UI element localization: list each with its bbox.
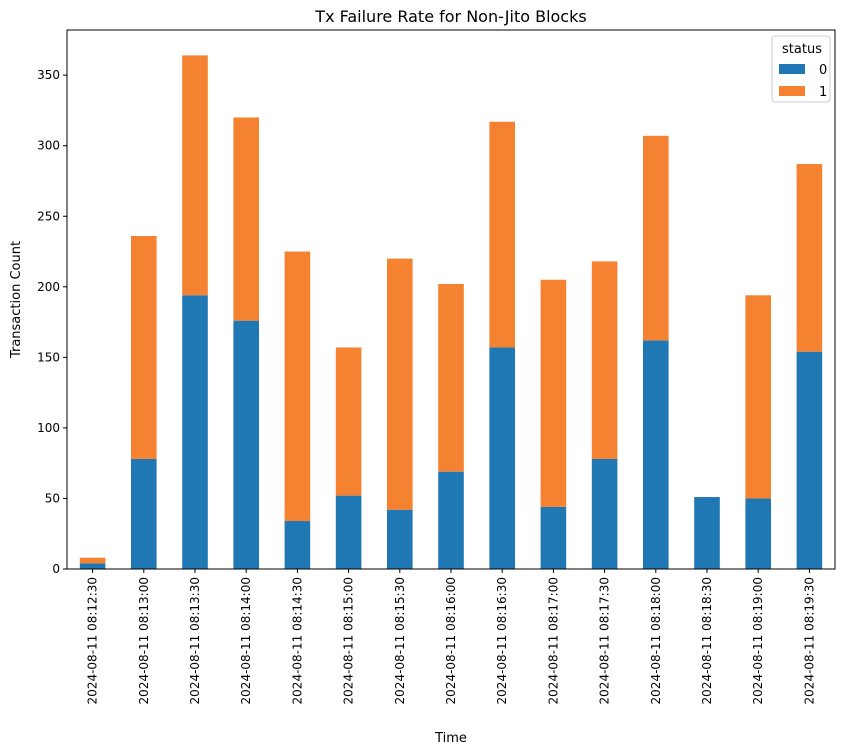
bar-status-1-4 <box>284 251 311 522</box>
x-tick-label: 2024-08-11 08:18:30 <box>700 577 714 704</box>
bar-status-0-12 <box>694 497 720 569</box>
y-axis-label: Transaction Count <box>9 241 24 359</box>
bar-status-1-10 <box>591 261 618 459</box>
bar-status-1-9 <box>540 279 567 507</box>
bar-status-1-3 <box>233 117 259 321</box>
bar-status-0-1 <box>131 458 157 569</box>
bar-status-1-5 <box>335 347 362 496</box>
bar-status-1-6 <box>387 258 413 510</box>
bar-status-1-13 <box>745 295 771 499</box>
bar-status-0-13 <box>745 498 771 569</box>
x-tick-label: 2024-08-11 08:18:00 <box>649 577 663 704</box>
legend-swatch-0 <box>779 64 805 74</box>
x-tick-label: 2024-08-11 08:17:30 <box>598 577 612 704</box>
y-tick-label: 250 <box>37 209 60 223</box>
y-tick-label: 100 <box>37 421 60 435</box>
bar-status-0-7 <box>438 471 464 569</box>
plot-frame <box>66 29 836 570</box>
bar-status-0-10 <box>591 458 618 569</box>
chart-title: Tx Failure Rate for Non-Jito Blocks <box>314 7 586 26</box>
x-tick-label: 2024-08-11 08:16:30 <box>495 577 509 704</box>
legend-label-0: 0 <box>819 63 827 78</box>
y-axis: 0 50 100 150 200 250 300 350 <box>37 68 67 576</box>
y-tick-label: 150 <box>37 350 60 364</box>
x-tick-label: 2024-08-11 08:13:30 <box>188 577 202 704</box>
x-tick-label: 2024-08-11 08:17:00 <box>546 577 560 704</box>
bar-status-1-0 <box>79 557 106 564</box>
bar-status-0-6 <box>387 509 413 569</box>
bar-status-1-8 <box>489 121 515 348</box>
x-axis-label: Time <box>434 731 467 746</box>
x-tick-label: 2024-08-11 08:19:30 <box>802 577 816 704</box>
y-tick-label: 350 <box>37 68 60 82</box>
x-axis: 2024-08-11 08:12:30 2024-08-11 08:13:00 20… <box>86 569 816 704</box>
bar-status-1-14 <box>796 164 823 352</box>
bar-status-0-9 <box>540 506 567 569</box>
y-tick-label: 200 <box>37 280 60 294</box>
y-tick-label: 300 <box>37 139 60 153</box>
y-tick-label: 50 <box>45 491 60 505</box>
x-tick-label: 2024-08-11 08:15:00 <box>342 577 356 704</box>
bar-status-1-1 <box>131 236 157 459</box>
x-tick-label: 2024-08-11 08:15:30 <box>393 577 407 704</box>
x-tick-label: 2024-08-11 08:12:30 <box>86 577 100 704</box>
x-tick-label: 2024-08-11 08:16:00 <box>444 577 458 704</box>
x-tick-label: 2024-08-11 08:14:00 <box>239 577 253 704</box>
x-tick-label: 2024-08-11 08:13:00 <box>137 577 151 704</box>
bar-status-0-14 <box>796 351 823 569</box>
legend-label-1: 1 <box>819 85 827 100</box>
bar-status-0-2 <box>182 295 208 569</box>
bar-status-1-2 <box>182 55 208 296</box>
bar-status-1-11 <box>643 135 669 341</box>
bar-status-0-3 <box>233 320 259 569</box>
y-tick-label: 0 <box>52 562 60 576</box>
legend-swatch-1 <box>779 86 805 96</box>
bar-status-0-0 <box>79 563 106 569</box>
legend-title: status <box>782 42 822 57</box>
x-tick-label: 2024-08-11 08:19:00 <box>751 577 765 704</box>
bars-group <box>79 55 823 569</box>
x-tick-label: 2024-08-11 08:14:30 <box>290 577 304 704</box>
bar-status-0-11 <box>643 340 669 569</box>
bar-status-0-4 <box>284 521 311 569</box>
bar-status-1-7 <box>438 283 464 472</box>
bar-status-0-8 <box>489 347 515 569</box>
legend: status 0 1 <box>771 35 831 103</box>
bar-status-0-5 <box>335 495 362 569</box>
